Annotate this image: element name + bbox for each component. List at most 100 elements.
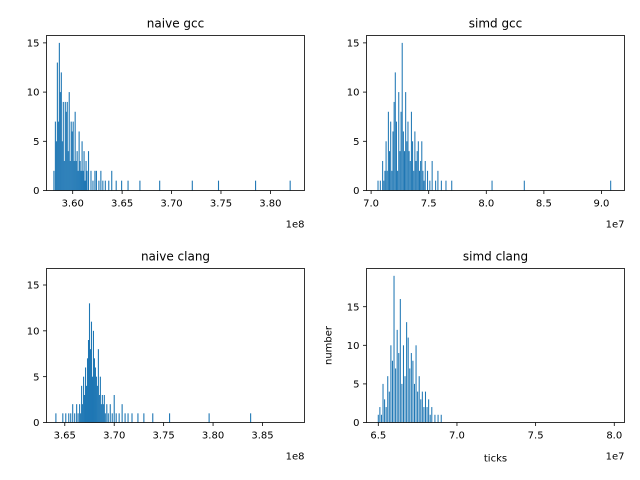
x-tick-label: 7.0 — [363, 199, 379, 210]
histogram-bar — [98, 180, 100, 191]
histogram-bar — [377, 414, 379, 423]
histogram-bar — [108, 180, 110, 191]
histogram-bar — [111, 170, 113, 191]
x-tick-label: 9.0 — [594, 199, 610, 210]
histogram-bar — [415, 345, 417, 423]
x-tick-label: 3.75 — [210, 199, 232, 210]
histogram-bar — [414, 131, 416, 191]
histogram-bar — [412, 141, 414, 191]
histogram-bar — [92, 180, 94, 191]
histogram-bar — [89, 349, 92, 423]
x-offset-label: 1e7 — [606, 220, 625, 231]
histogram-bar — [55, 141, 57, 191]
y-tick-label: 15 — [347, 38, 360, 49]
histogram-bar — [95, 170, 97, 191]
histogram-bar — [131, 413, 133, 423]
histogram-bar — [388, 391, 390, 423]
histogram-bar — [127, 180, 129, 191]
bars — [377, 42, 612, 191]
histogram-bar — [396, 329, 398, 423]
histogram-bar — [424, 160, 426, 191]
histogram-bar — [383, 180, 385, 191]
histogram-bar — [395, 121, 397, 191]
histogram-bar — [440, 180, 442, 191]
histogram-bar — [88, 303, 91, 423]
histogram-bar — [91, 376, 94, 423]
histogram-bar — [427, 170, 429, 191]
histogram-bar — [399, 151, 401, 191]
histogram-bar — [78, 131, 80, 191]
histogram-bar — [409, 368, 411, 423]
histogram-bar — [440, 414, 442, 423]
histogram-bar — [434, 414, 436, 423]
histogram-bar — [99, 376, 101, 423]
histogram-bar — [87, 340, 90, 423]
histogram-bar — [391, 360, 393, 423]
x-tick-label: 3.65 — [54, 431, 76, 442]
subplot-title: naive clang — [141, 250, 210, 264]
histogram-bar — [412, 360, 414, 423]
bars — [53, 42, 291, 191]
histogram-bar — [429, 180, 431, 191]
histogram-bar — [107, 413, 109, 423]
histogram-bar — [61, 141, 63, 191]
histogram-bar — [395, 368, 397, 423]
histogram-bar — [81, 385, 83, 423]
histogram-bar — [85, 160, 87, 191]
y-tick-label: 15 — [27, 38, 40, 49]
histogram-bar — [402, 131, 404, 191]
x-tick-label: 7.5 — [528, 431, 544, 442]
histogram-bar — [421, 391, 423, 423]
histogram-bar — [121, 180, 123, 191]
x-offset-label: 1e8 — [286, 452, 305, 463]
histogram-bar — [58, 42, 60, 191]
x-axis-label: ticks — [484, 454, 507, 465]
histogram-bar — [86, 358, 89, 423]
histogram-bar — [418, 170, 420, 191]
histogram-bar — [407, 337, 409, 423]
axes-frame — [366, 35, 625, 191]
histogram-bar — [431, 160, 433, 191]
y-tick-label: 0 — [33, 418, 39, 429]
x-tick-label: 6.5 — [370, 431, 386, 442]
histogram-bar — [76, 404, 78, 423]
histogram-bar — [54, 121, 56, 191]
histogram-bar — [71, 131, 73, 191]
histogram-bar — [406, 322, 408, 423]
histogram-bar — [93, 358, 95, 423]
histogram-bar — [68, 92, 70, 191]
histogram-bar — [100, 404, 102, 423]
histogram-bar — [62, 413, 64, 423]
histogram-bar — [111, 413, 113, 423]
histogram-bar — [431, 407, 433, 423]
x-tick-label: 3.80 — [259, 199, 281, 210]
histogram-bar — [74, 111, 76, 191]
histogram-bar — [159, 180, 161, 191]
histogram-bar — [400, 111, 402, 191]
histogram-bar — [445, 180, 447, 191]
y-tick-label: 0 — [353, 186, 359, 197]
histogram-bar — [410, 111, 412, 191]
histogram-bar — [429, 414, 431, 423]
histogram-bar — [79, 160, 81, 191]
histogram-bar — [423, 407, 425, 423]
x-tick-label: 3.75 — [153, 431, 175, 442]
histogram-bar — [65, 111, 67, 191]
histogram-bar — [94, 170, 96, 191]
histogram-bar — [115, 413, 117, 423]
x-tick-label: 3.80 — [202, 431, 224, 442]
histogram-bar — [90, 321, 93, 423]
x-offset-label: 1e8 — [286, 220, 305, 231]
histogram-bar — [137, 413, 139, 423]
axes-frame — [46, 35, 305, 191]
x-tick-label: 7.5 — [421, 199, 437, 210]
histogram-bar — [84, 180, 86, 191]
histogram-bar — [390, 121, 392, 191]
x-tick-label: 8.5 — [536, 199, 552, 210]
histogram-bar — [85, 367, 87, 423]
histogram-bar — [109, 404, 111, 423]
y-tick-label: 5 — [353, 137, 359, 148]
histogram-bar — [409, 160, 411, 191]
y-tick-label: 0 — [33, 186, 39, 197]
